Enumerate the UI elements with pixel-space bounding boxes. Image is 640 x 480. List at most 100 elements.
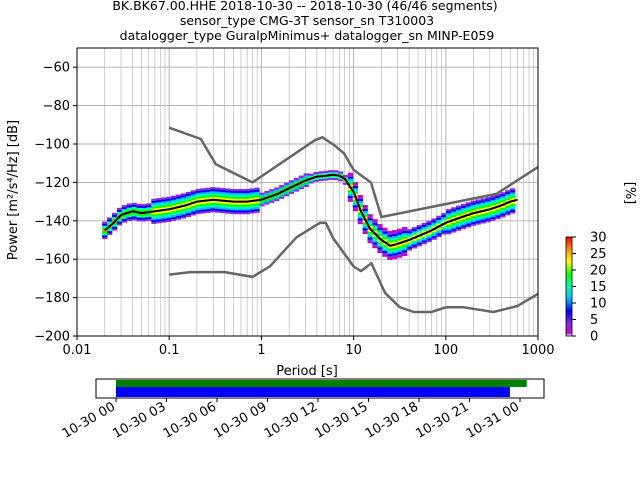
histogram-cell: [180, 195, 186, 198]
histogram-cell: [357, 196, 363, 200]
histogram-cell: [505, 191, 511, 195]
histogram-cell: [185, 205, 191, 208]
histogram-cell: [475, 212, 481, 216]
histogram-cell: [387, 255, 393, 259]
histogram-cell: [431, 226, 437, 229]
histogram-cell: [166, 206, 172, 209]
histogram-cell: [446, 228, 452, 231]
histogram-cell: [225, 188, 231, 191]
histogram-cell: [274, 195, 280, 198]
histogram-cell: [225, 205, 231, 208]
histogram-cell: [347, 180, 354, 183]
histogram-cell: [146, 218, 152, 221]
histogram-cell: [126, 209, 132, 212]
histogram-cell: [465, 207, 472, 211]
histogram-cell: [500, 197, 506, 201]
histogram-cell: [229, 202, 236, 205]
histogram-cell: [352, 205, 358, 208]
histogram-cell: [121, 220, 128, 223]
histogram-cell: [382, 243, 388, 246]
histogram-cell: [451, 226, 457, 229]
colorbar-tick-label: 20: [590, 264, 607, 279]
histogram-cell: [111, 216, 118, 220]
histogram-cell: [298, 177, 304, 180]
histogram-cell: [367, 221, 373, 225]
histogram-cell: [495, 193, 501, 197]
histogram-cell: [455, 211, 462, 214]
histogram-cell: [313, 177, 319, 180]
histogram-cell: [406, 233, 413, 236]
histogram-cell: [421, 240, 427, 243]
histogram-cell: [382, 231, 388, 234]
histogram-cell: [146, 214, 152, 217]
histogram-cell: [170, 218, 177, 221]
histogram-cell: [470, 210, 476, 213]
histogram-cell: [455, 228, 462, 231]
histogram-cell: [283, 194, 290, 197]
histogram-cell: [387, 250, 393, 253]
histogram-cell: [121, 207, 128, 210]
histogram-cell: [485, 204, 491, 207]
histogram-cell: [357, 220, 363, 223]
histogram-cell: [357, 200, 363, 204]
histogram-cell: [220, 209, 226, 212]
histogram-cell: [161, 205, 167, 208]
histogram-cell: [510, 188, 516, 191]
histogram-cell: [190, 190, 196, 193]
histogram-cell: [229, 204, 236, 207]
histogram-cell: [136, 203, 142, 207]
histogram-cell: [166, 196, 172, 199]
coverage-tick-label: 10-30 09: [211, 399, 269, 441]
histogram-cell: [446, 226, 452, 229]
histogram-cell: [451, 222, 457, 225]
histogram-cell: [451, 209, 457, 212]
histogram-cell: [141, 207, 147, 211]
histogram-cell: [146, 209, 152, 212]
histogram-cell: [446, 224, 452, 227]
histogram-cell: [505, 193, 511, 197]
histogram-cell: [475, 222, 481, 225]
histogram-cell: [215, 195, 221, 198]
histogram-cell: [347, 193, 354, 197]
histogram-cell: [431, 224, 437, 227]
histogram-cell: [131, 218, 137, 221]
histogram-cell: [210, 210, 216, 213]
histogram-cell: [195, 204, 201, 207]
histogram-cell: [441, 220, 447, 223]
histogram-cell: [239, 208, 245, 211]
histogram-cell: [190, 199, 196, 203]
histogram-cell: [264, 194, 270, 197]
histogram-cell: [480, 207, 486, 211]
histogram-cell: [510, 196, 516, 199]
coverage-tick-label: 10-31 00: [464, 399, 522, 441]
histogram-cell: [161, 210, 167, 214]
histogram-cell: [254, 206, 260, 210]
histogram-cell: [397, 249, 403, 252]
histogram-cell: [377, 241, 383, 244]
histogram-cell: [185, 195, 191, 198]
histogram-cell: [490, 201, 496, 204]
histogram-cell: [411, 234, 417, 237]
chart-title-line-2: sensor_type CMG-3T sensor_sn T310003: [180, 13, 434, 28]
histogram-cell: [347, 188, 354, 191]
histogram-cell: [465, 221, 472, 224]
histogram-cell: [151, 208, 157, 211]
histogram-cell: [225, 194, 231, 197]
histogram-cell: [215, 193, 221, 196]
histogram-cell: [151, 200, 157, 203]
histogram-cell: [328, 172, 334, 175]
histogram-cell: [401, 253, 408, 257]
histogram-cell: [156, 199, 162, 203]
histogram-cell: [490, 212, 496, 216]
histogram-cell: [279, 194, 285, 197]
histogram-cell: [347, 178, 354, 181]
histogram-cell: [431, 218, 437, 221]
histogram-cell: [170, 212, 177, 216]
histogram-cell: [107, 219, 113, 222]
histogram-cell: [500, 192, 506, 195]
histogram-cell: [259, 200, 265, 203]
histogram-cell: [215, 191, 221, 194]
histogram-cell: [161, 206, 167, 210]
histogram-cell: [200, 194, 206, 197]
x-axis-label: Period [s]: [276, 364, 338, 379]
